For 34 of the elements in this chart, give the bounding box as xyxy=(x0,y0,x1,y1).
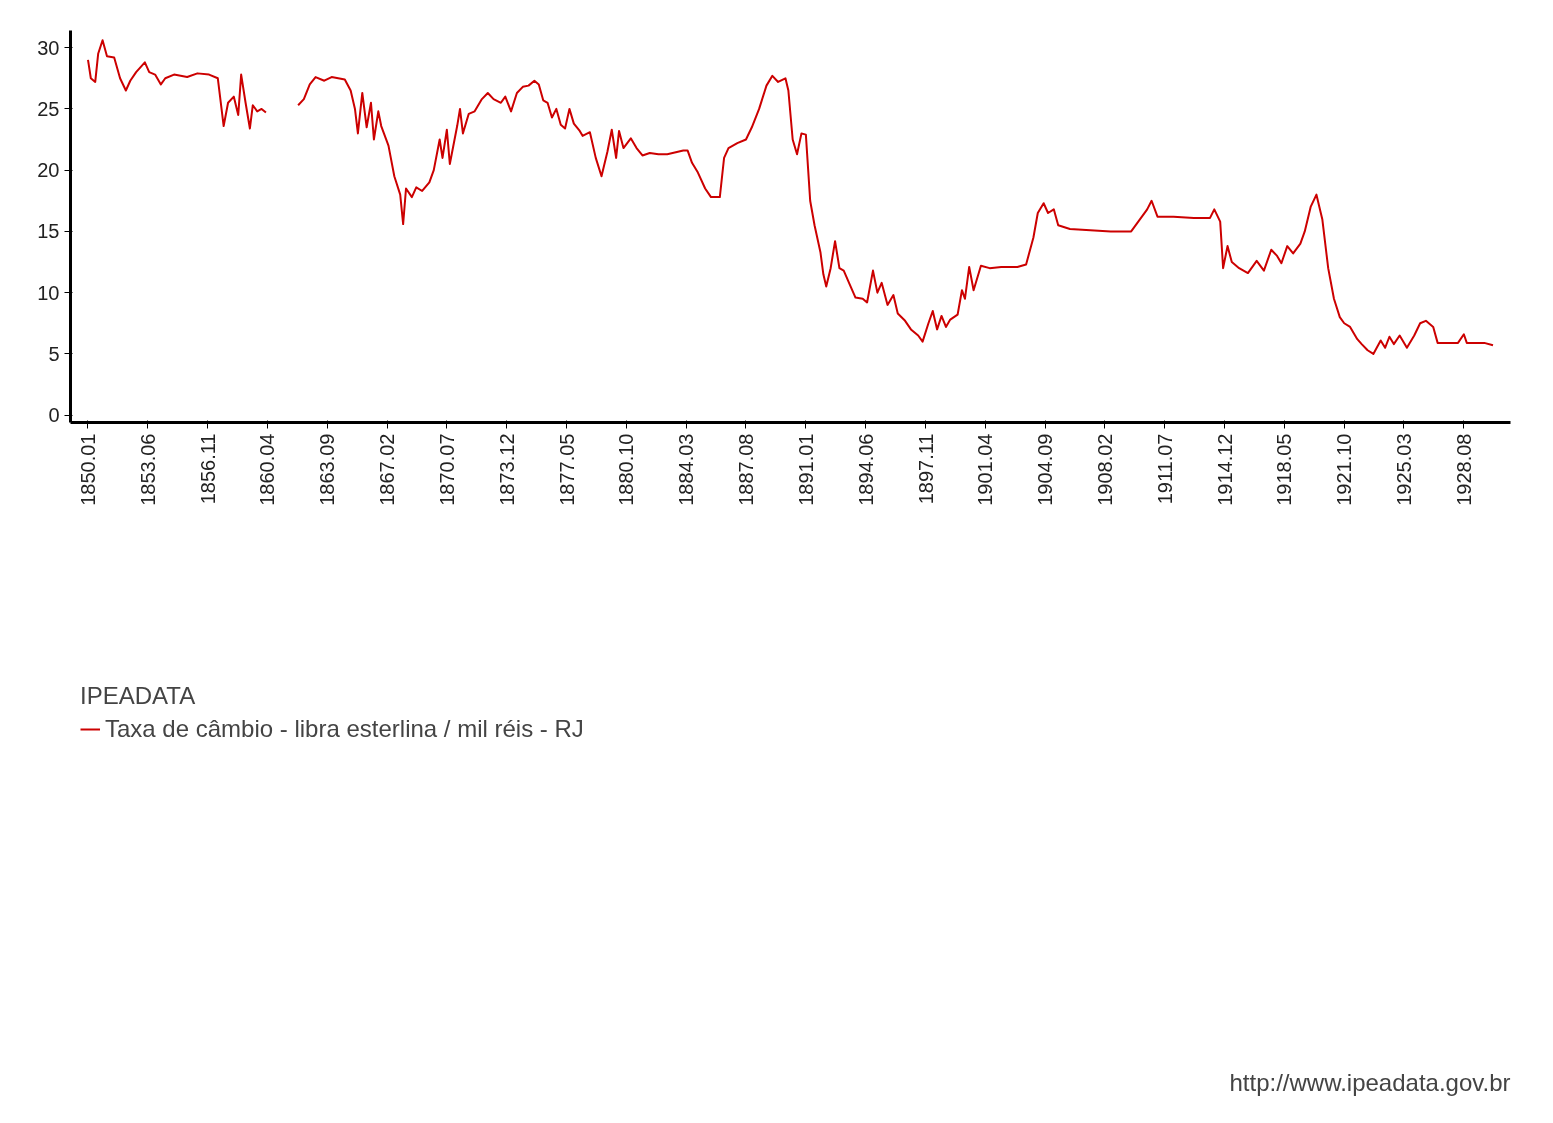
x-tick-label: 1867.02 xyxy=(376,433,399,506)
x-tick-label: 1863.09 xyxy=(316,433,339,506)
x-tick-label: 1853.06 xyxy=(136,433,159,506)
y-tick-label: 5 xyxy=(48,342,60,365)
text: http://www.ipeadata.gov.br xyxy=(1229,1068,1511,1096)
x-tick-label: 1880.10 xyxy=(615,433,638,506)
y-tick-label: 30 xyxy=(37,36,60,59)
x-tick-label: 1928.08 xyxy=(1452,433,1475,506)
x-tick-label: 1897.11 xyxy=(914,433,937,505)
x-tick-label: 1873.12 xyxy=(495,433,518,506)
legend-title: IPEADATA xyxy=(80,682,197,710)
x-tick-label: 1921.10 xyxy=(1333,433,1356,506)
y-tick-label: 0 xyxy=(48,404,60,427)
y-tick-label: 15 xyxy=(37,220,60,243)
y-tick-label: 10 xyxy=(37,281,60,304)
x-tick-label: 1850.01 xyxy=(77,433,99,506)
x-tick-label: 1887.08 xyxy=(734,433,757,506)
x-tick-label: 1918.05 xyxy=(1273,433,1296,506)
x-tick-label: 1877.05 xyxy=(555,433,578,506)
x-tick-label: 1914.12 xyxy=(1213,433,1236,506)
y-tick-label: 20 xyxy=(37,159,60,182)
x-tick-label: 1894.06 xyxy=(854,433,877,506)
x-tick-label: 1856.11 xyxy=(196,433,219,505)
x-tick-label: 1911.07 xyxy=(1153,433,1176,505)
x-tick-label: 1884.03 xyxy=(675,433,698,506)
x-tick-label: 1860.04 xyxy=(256,433,279,506)
x-tick-label: 1870.07 xyxy=(435,433,458,506)
y-tick-label: 25 xyxy=(37,97,60,120)
x-tick-label: 1908.02 xyxy=(1093,433,1116,506)
x-tick-label: 1925.03 xyxy=(1392,433,1415,506)
x-tick-label: 1901.04 xyxy=(974,433,997,506)
legend-label: Taxa de câmbio - libra esterlina / mil réis - RJ xyxy=(105,715,584,743)
x-tick-label: 1904.09 xyxy=(1034,433,1057,506)
x-tick-label: 1891.01 xyxy=(794,433,817,506)
